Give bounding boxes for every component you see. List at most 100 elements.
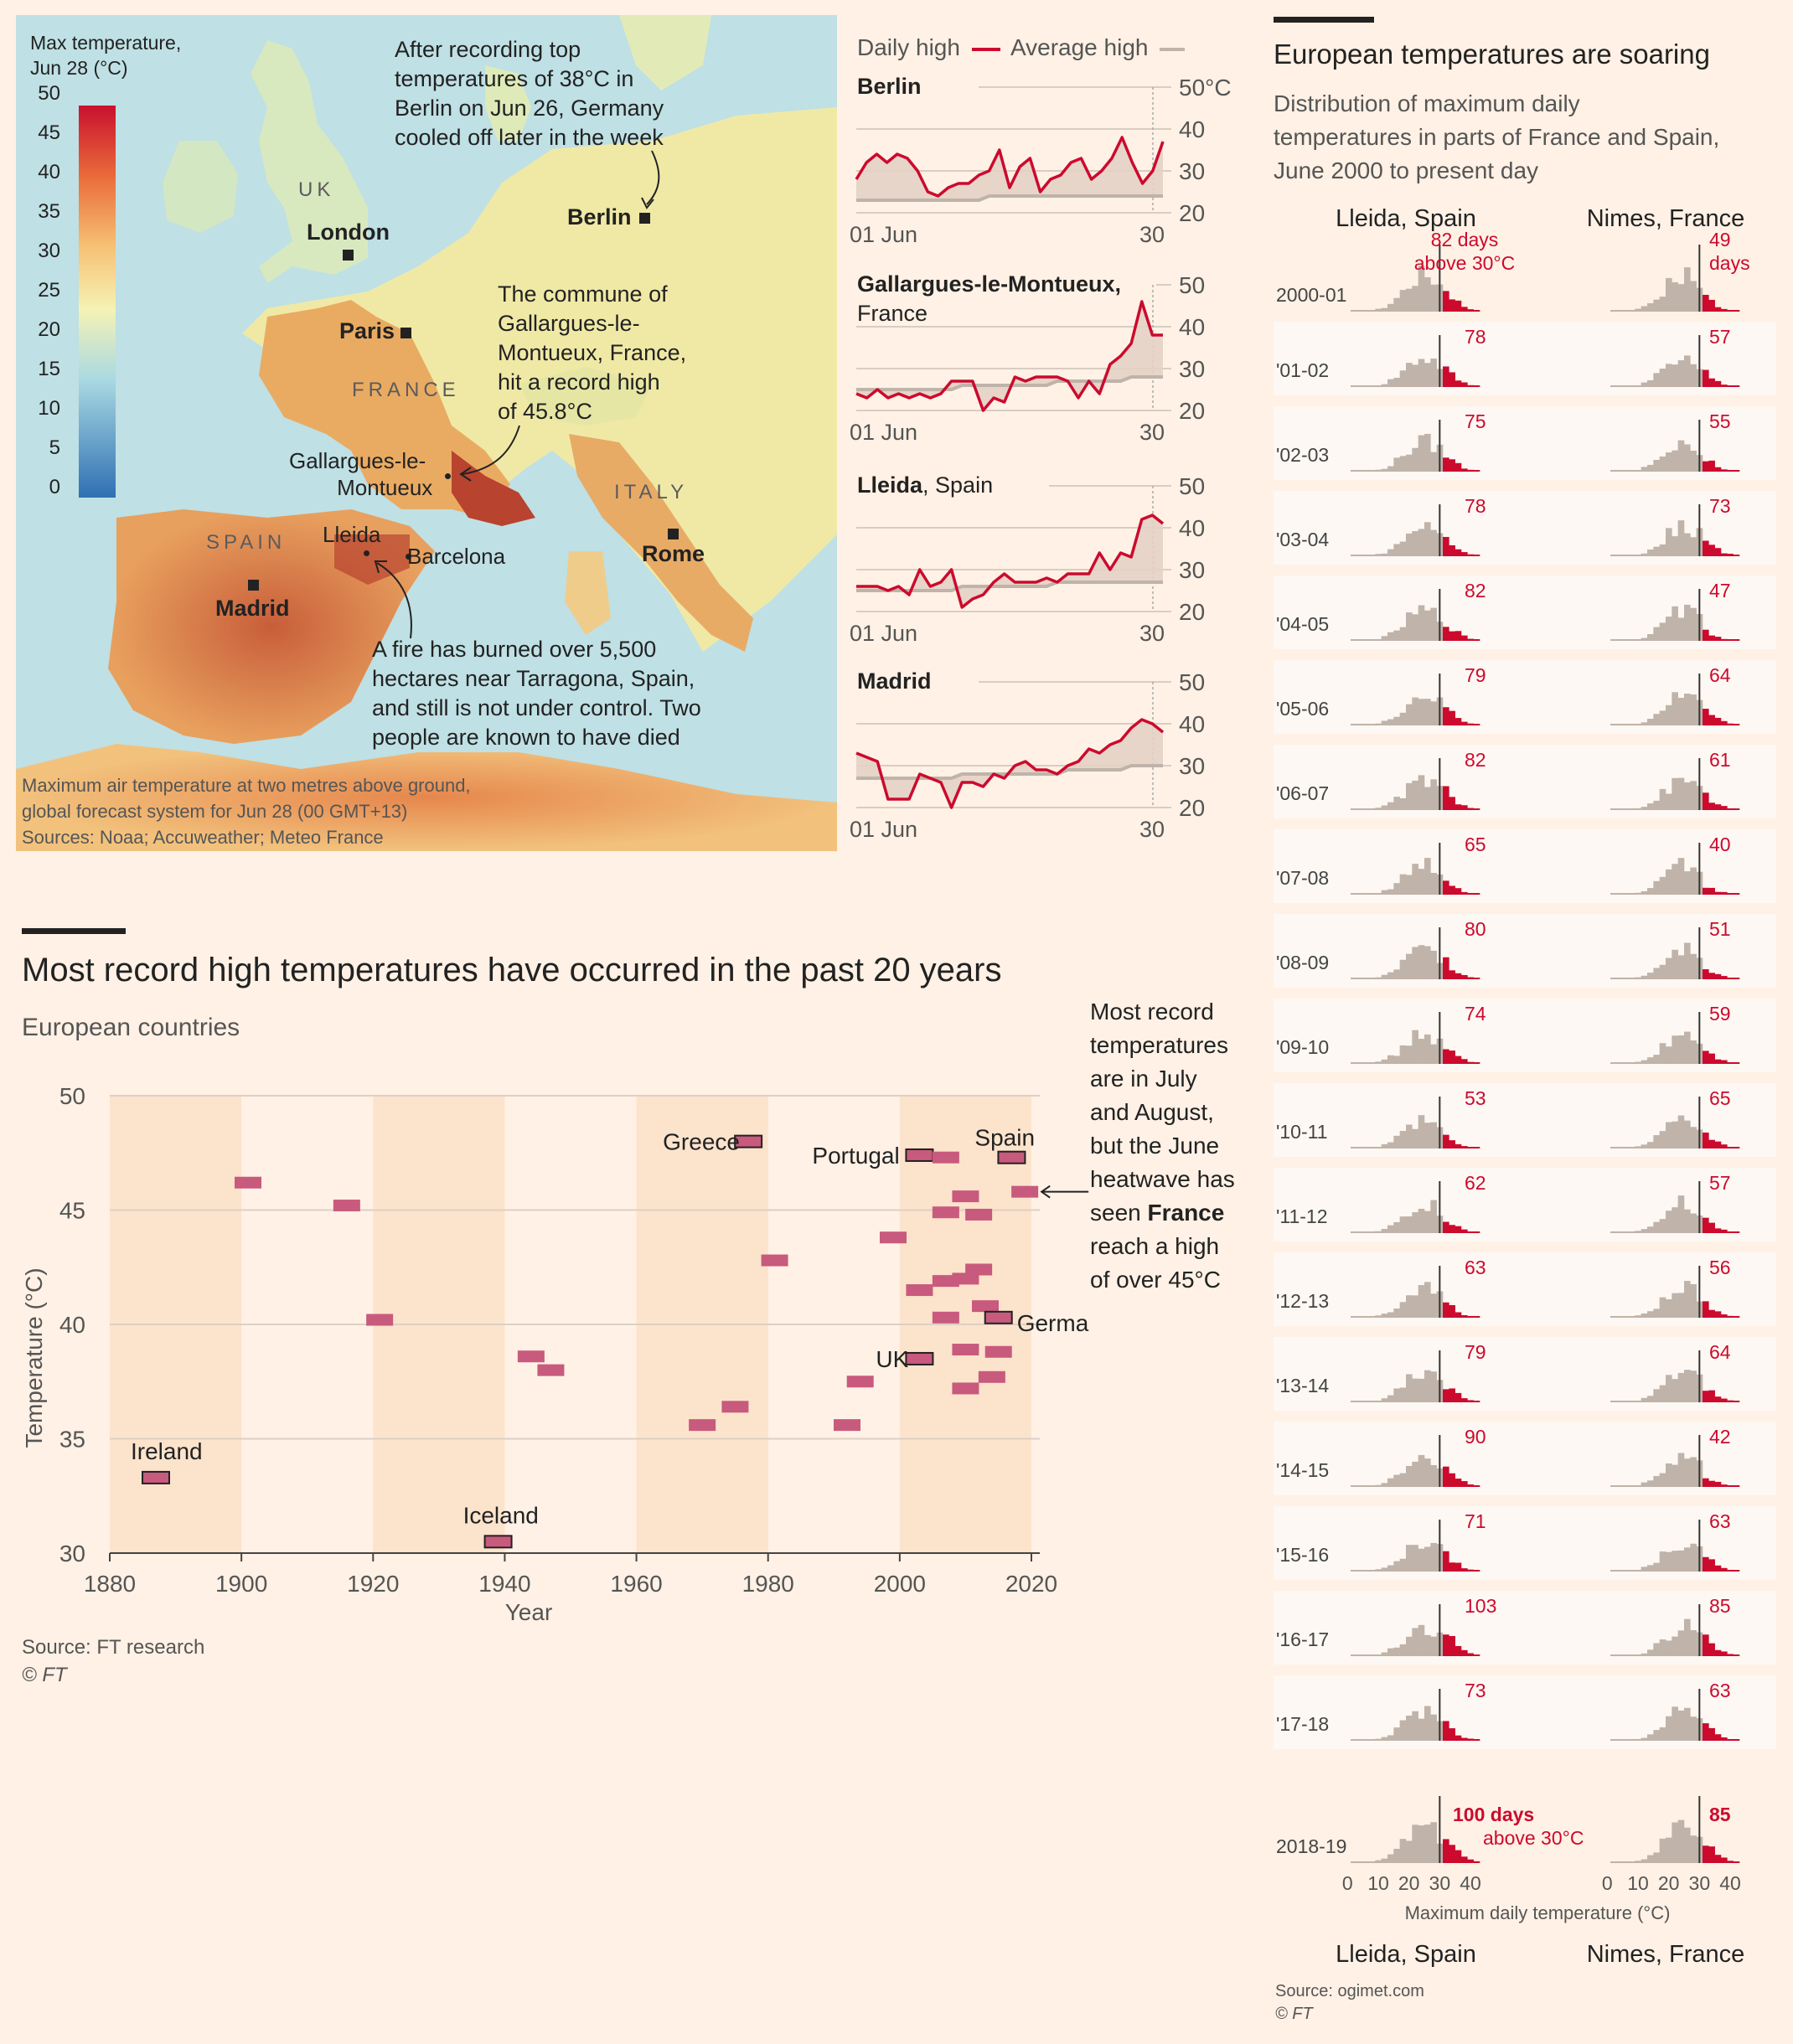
hist-bar bbox=[1412, 1825, 1418, 1863]
hist-bar bbox=[1684, 533, 1691, 556]
city-london: London bbox=[307, 219, 390, 245]
hist-bar bbox=[1424, 1825, 1431, 1863]
hist-bar bbox=[1387, 379, 1394, 387]
hist-bar bbox=[1412, 1212, 1418, 1233]
hot-days-count: 65 bbox=[1709, 1087, 1731, 1109]
legend-tick-label: 50 bbox=[38, 82, 60, 105]
col-footer-lleida: Lleida, Spain bbox=[1336, 1941, 1476, 1968]
hist-bar bbox=[1356, 555, 1363, 556]
hist-bar bbox=[1351, 310, 1357, 312]
hist-bar bbox=[1635, 1570, 1641, 1572]
hot-days-count: 62 bbox=[1465, 1172, 1486, 1194]
hist-bar bbox=[1622, 1147, 1630, 1148]
hist-bar bbox=[1362, 1062, 1370, 1064]
records-annotation-line: seen France bbox=[1090, 1200, 1225, 1226]
hist-bar bbox=[1622, 978, 1630, 979]
hist-bar bbox=[1666, 1375, 1672, 1402]
hist-bar bbox=[1629, 1739, 1635, 1741]
hist-bar bbox=[1653, 1221, 1660, 1233]
hist-bar-hot bbox=[1461, 1059, 1468, 1064]
hist-bar bbox=[1684, 355, 1691, 387]
season-label: '01-02 bbox=[1276, 359, 1329, 381]
hist-bar-hot bbox=[1443, 1839, 1449, 1863]
hist-bar-hot bbox=[1455, 1056, 1462, 1064]
hist-bar-hot bbox=[1449, 710, 1455, 725]
hist-bar-hot bbox=[1727, 1485, 1734, 1487]
hist-bar bbox=[1362, 1401, 1370, 1402]
hist-bar-hot bbox=[1449, 631, 1455, 641]
y-tick-label: 40 bbox=[1179, 314, 1205, 340]
hist-bar bbox=[1393, 630, 1400, 641]
hist-bar bbox=[1412, 780, 1418, 810]
hist-bar-hot bbox=[1443, 1466, 1449, 1487]
hist-bar bbox=[1412, 1295, 1418, 1318]
hot-days-note: 82 days bbox=[1431, 229, 1499, 250]
hist-bar bbox=[1659, 1043, 1666, 1064]
hist-bar bbox=[1641, 890, 1648, 895]
hot-days-count: 65 bbox=[1465, 834, 1486, 855]
hist-bar bbox=[1677, 1115, 1685, 1148]
hist-bar bbox=[1622, 639, 1630, 641]
record-marker bbox=[906, 1284, 933, 1297]
hist-bar bbox=[1406, 1124, 1413, 1148]
record-marker bbox=[978, 1370, 1005, 1383]
hist-bar bbox=[1629, 893, 1635, 895]
legend-title-line2: Jun 28 (°C) bbox=[30, 57, 128, 79]
hist-bar bbox=[1659, 1838, 1666, 1863]
hist-bar-hot bbox=[1714, 1228, 1722, 1233]
hist-bar bbox=[1369, 808, 1376, 810]
hist-bar-hot bbox=[1455, 1479, 1462, 1487]
hist-bar bbox=[1672, 864, 1678, 895]
hist-bar bbox=[1666, 452, 1672, 472]
average-high-line bbox=[856, 581, 1163, 592]
hist-bar-hot bbox=[1443, 707, 1449, 725]
hist-bar bbox=[1406, 454, 1413, 472]
y-tick-label: 45 bbox=[59, 1198, 85, 1224]
hist-bar bbox=[1430, 284, 1437, 312]
hist-bar bbox=[1406, 704, 1413, 725]
hist-bar bbox=[1610, 893, 1617, 895]
hist-bar bbox=[1622, 893, 1630, 895]
records-annotation-line: are in July bbox=[1090, 1066, 1197, 1092]
hist-bar bbox=[1351, 1401, 1357, 1402]
hist-bar bbox=[1369, 385, 1376, 387]
hist-bar bbox=[1351, 1485, 1357, 1487]
hist-bar bbox=[1659, 1551, 1666, 1572]
hist-bar-hot bbox=[1708, 973, 1715, 979]
hist-bar bbox=[1672, 281, 1678, 312]
city-label: London bbox=[307, 219, 390, 245]
hist-bar-hot bbox=[1461, 721, 1468, 725]
hist-bar bbox=[1647, 1226, 1654, 1233]
hist-bar bbox=[1610, 1654, 1617, 1656]
hist-bar bbox=[1375, 554, 1382, 556]
hist-bar bbox=[1677, 617, 1685, 641]
hist-bar bbox=[1647, 1565, 1654, 1572]
hist-bar-hot bbox=[1733, 310, 1740, 312]
hist-bar bbox=[1430, 873, 1437, 895]
hist-bar bbox=[1684, 871, 1691, 895]
hist-bar bbox=[1424, 787, 1431, 810]
hist-bar bbox=[1362, 978, 1370, 979]
hist-bar bbox=[1381, 468, 1388, 472]
hist-bar bbox=[1653, 714, 1660, 725]
hist-bar bbox=[1356, 1739, 1363, 1741]
annotation-fire-line: and still is not under control. Two bbox=[372, 695, 701, 720]
hot-days-count: 78 bbox=[1465, 495, 1486, 517]
arrow-fire bbox=[376, 562, 412, 639]
hist-bar bbox=[1356, 1062, 1363, 1064]
hist-bar bbox=[1393, 1727, 1400, 1741]
hist-bar bbox=[1684, 267, 1691, 312]
hot-days-note: above 30°C bbox=[1414, 252, 1515, 274]
hist-bar bbox=[1635, 1146, 1641, 1148]
hist-bar bbox=[1387, 1478, 1394, 1487]
hist-bar bbox=[1406, 953, 1413, 979]
hist-bar-hot bbox=[1703, 1478, 1709, 1487]
hist-bar bbox=[1635, 308, 1641, 312]
hist-bar bbox=[1666, 1716, 1672, 1741]
hot-days-note-bold: 100 days bbox=[1453, 1804, 1534, 1825]
hist-bar bbox=[1412, 1628, 1418, 1656]
hist-bar bbox=[1647, 302, 1654, 312]
hist-bar-hot bbox=[1443, 1134, 1449, 1148]
hist-bar-hot bbox=[1733, 1147, 1740, 1148]
hist-axis-tick: 10 bbox=[1627, 1872, 1649, 1894]
